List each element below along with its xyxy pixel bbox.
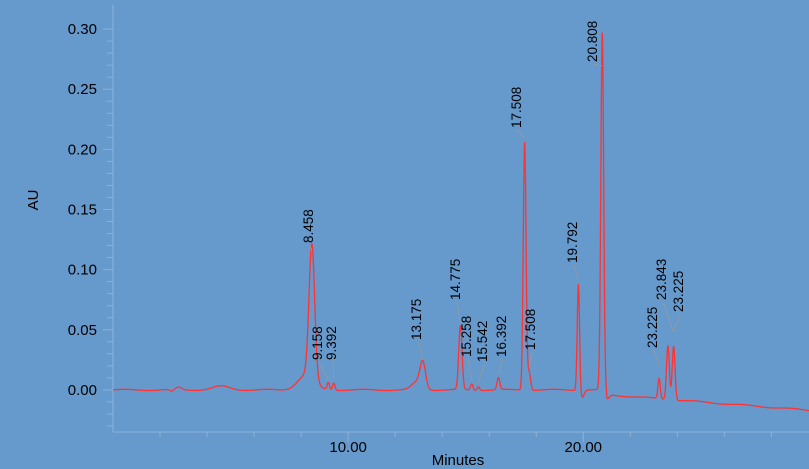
peak-leader-line: [528, 351, 533, 369]
peak-label: 17.508: [509, 87, 524, 128]
peak-label: 8.458: [301, 209, 316, 243]
chromatogram-trace: [112, 32, 809, 412]
peak-leader-line: [593, 63, 603, 67]
peak-leader-line: [456, 301, 461, 323]
peak-label: 23.225: [645, 307, 660, 348]
y-tick-label: 0.25: [68, 81, 97, 98]
x-tick-label: 20.00: [564, 439, 602, 456]
peak-label: 20.808: [585, 21, 600, 62]
peak-leader-line: [573, 264, 579, 280]
peak-leader-line: [653, 349, 660, 366]
peak-leader-line: [318, 361, 329, 380]
peak-label: 15.258: [459, 316, 474, 357]
y-tick-label: 0.05: [68, 322, 97, 339]
y-tick-label: 0.10: [68, 262, 97, 279]
peak-leader-line: [417, 341, 424, 360]
peak-leader-line: [478, 363, 485, 383]
peak-leader-line: [309, 244, 313, 252]
x-axis-ticks: 10.00 20.00: [159, 432, 772, 456]
y-axis-title: AU: [25, 190, 42, 211]
peak-label: 23.225: [671, 271, 686, 312]
peak-label: 16.392: [494, 316, 509, 357]
peak-leader-line: [517, 129, 525, 139]
y-tick-label: 0.15: [68, 201, 97, 218]
peak-label: 13.175: [409, 299, 424, 340]
peak-label: 9.392: [324, 326, 339, 360]
y-tick-label: 0.20: [68, 141, 97, 158]
peak-leader-line: [662, 301, 675, 333]
peak-label: 19.792: [565, 222, 580, 263]
peak-label: 9.158: [310, 326, 325, 360]
y-tick-label: 0.30: [68, 21, 97, 38]
peak-leader-line: [673, 313, 681, 333]
peak-label: 15.542: [475, 321, 490, 362]
peak-label: 14.775: [448, 259, 463, 300]
peak-leader-line: [498, 358, 504, 375]
y-axis-ticks: 0.00 0.05 0.10 0.15 0.20 0.25 0.30: [68, 21, 113, 427]
x-tick-label: 10.00: [329, 439, 367, 456]
peak-leader-line: [332, 361, 335, 380]
peak-label: 23.843: [654, 259, 669, 300]
peak-leader-line: [467, 358, 473, 381]
peak-label: 17.508: [523, 309, 538, 350]
y-tick-label: 0.00: [68, 382, 97, 399]
x-axis-title: Minutes: [432, 452, 485, 469]
peak-labels: 8.458 9.158 9.392 13.175 14.775 15.258 15.542 1…: [301, 21, 686, 383]
